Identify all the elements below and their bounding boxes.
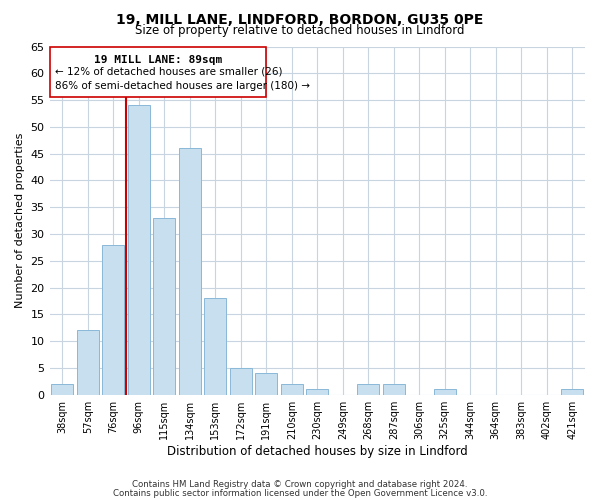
Bar <box>128 106 149 395</box>
Bar <box>230 368 251 394</box>
Bar <box>154 218 175 394</box>
Bar <box>562 390 583 394</box>
Bar <box>256 374 277 394</box>
Text: 86% of semi-detached houses are larger (180) →: 86% of semi-detached houses are larger (… <box>55 82 310 92</box>
Bar <box>307 390 328 394</box>
Bar <box>434 390 455 394</box>
Text: 19, MILL LANE, LINDFORD, BORDON, GU35 0PE: 19, MILL LANE, LINDFORD, BORDON, GU35 0P… <box>116 12 484 26</box>
Text: 19 MILL LANE: 89sqm: 19 MILL LANE: 89sqm <box>94 54 222 64</box>
Text: Size of property relative to detached houses in Lindford: Size of property relative to detached ho… <box>135 24 465 37</box>
Bar <box>383 384 404 394</box>
Bar <box>103 244 124 394</box>
Text: ← 12% of detached houses are smaller (26): ← 12% of detached houses are smaller (26… <box>55 67 282 77</box>
Text: Contains public sector information licensed under the Open Government Licence v3: Contains public sector information licen… <box>113 489 487 498</box>
Bar <box>281 384 302 394</box>
Text: Contains HM Land Registry data © Crown copyright and database right 2024.: Contains HM Land Registry data © Crown c… <box>132 480 468 489</box>
Bar <box>50 46 266 98</box>
Bar <box>52 384 73 394</box>
Bar <box>77 330 98 394</box>
Bar <box>205 298 226 394</box>
Y-axis label: Number of detached properties: Number of detached properties <box>15 133 25 308</box>
Bar <box>179 148 200 394</box>
X-axis label: Distribution of detached houses by size in Lindford: Distribution of detached houses by size … <box>167 444 467 458</box>
Bar <box>358 384 379 394</box>
